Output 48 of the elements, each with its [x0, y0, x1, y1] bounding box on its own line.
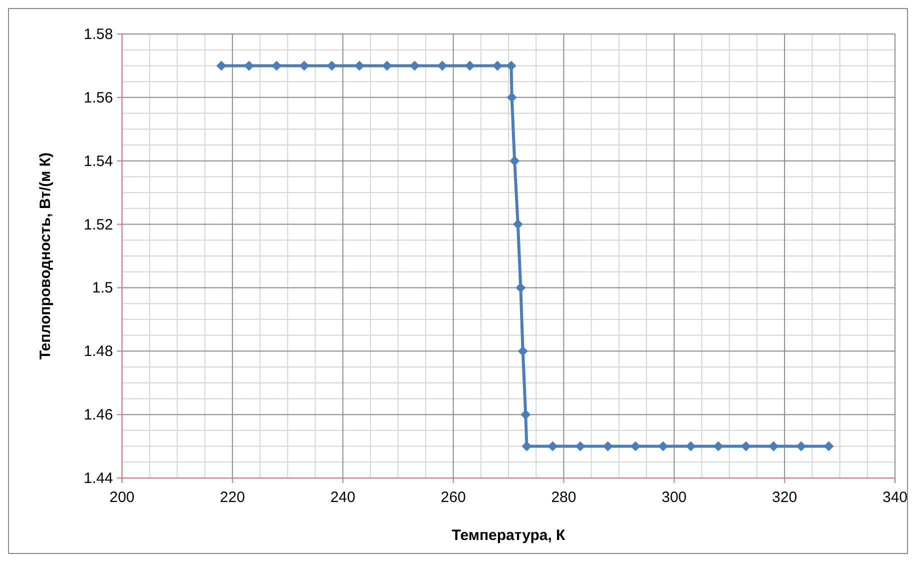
x-tick-label: 340 — [882, 489, 908, 506]
y-axis-title: Теплопроводность, Вт/(м К) — [37, 152, 54, 360]
point — [326, 60, 337, 71]
x-tick-label: 280 — [551, 489, 576, 506]
x-tick-label: 240 — [330, 489, 356, 506]
point — [516, 282, 526, 293]
y-tick-label: 1.46 — [84, 406, 113, 424]
point — [796, 441, 806, 452]
y-tick-label: 1.48 — [84, 343, 113, 360]
point — [272, 60, 282, 71]
y-tick-label: 1.52 — [84, 216, 113, 234]
point — [686, 441, 696, 452]
point — [575, 441, 586, 452]
point — [768, 441, 779, 452]
point — [506, 60, 516, 71]
point — [548, 441, 558, 452]
point — [506, 92, 517, 102]
point — [518, 346, 528, 356]
point — [602, 441, 613, 452]
x-tick-label: 260 — [440, 489, 466, 506]
point — [512, 219, 523, 230]
point — [740, 441, 751, 452]
x-tick-label: 200 — [109, 489, 135, 506]
point — [658, 441, 668, 452]
point — [299, 60, 310, 71]
point — [244, 60, 254, 71]
y-tick-label: 1.5 — [92, 280, 113, 297]
point — [216, 60, 226, 71]
y-tick-label: 1.58 — [84, 26, 113, 43]
x-axis-title: Температура, К — [452, 527, 566, 544]
point — [520, 410, 531, 420]
point — [713, 441, 724, 452]
point — [354, 60, 364, 71]
point — [510, 156, 520, 166]
y-tick-label: 1.44 — [84, 470, 113, 487]
point — [437, 60, 448, 71]
point — [630, 441, 640, 452]
point — [382, 60, 392, 71]
x-tick-label: 220 — [220, 489, 245, 506]
point — [410, 60, 420, 71]
point — [492, 60, 502, 71]
point — [464, 60, 475, 71]
x-tick-label: 300 — [662, 489, 687, 506]
y-tick-label: 1.56 — [84, 89, 113, 106]
y-tick-label: 1.54 — [84, 152, 113, 170]
x-tick-label: 320 — [772, 489, 798, 506]
point — [522, 441, 532, 452]
point — [824, 441, 834, 452]
